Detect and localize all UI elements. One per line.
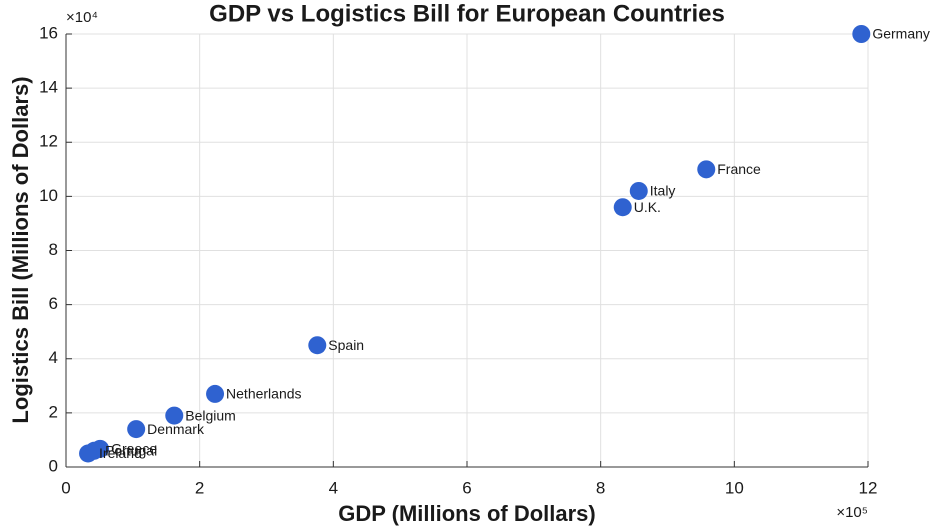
y-tick-label: 16 xyxy=(39,23,58,42)
x-tick-label: 0 xyxy=(61,478,70,497)
y-tick-label: 12 xyxy=(39,132,58,151)
y-tick-label: 10 xyxy=(39,186,58,205)
point xyxy=(79,444,98,463)
x-tick-label: 10 xyxy=(725,478,744,497)
x-tick-label: 2 xyxy=(195,478,204,497)
x-multiplier: ×10⁵ xyxy=(836,504,868,521)
point xyxy=(697,160,716,179)
point xyxy=(629,181,648,200)
point-label: Spain xyxy=(328,337,364,353)
point-label: Denmark xyxy=(147,421,205,437)
y-tick-label: 4 xyxy=(49,348,58,367)
y-tick-label: 8 xyxy=(49,240,58,259)
y-axis-label: Logistics Bill (Millions of Dollars) xyxy=(8,76,33,423)
point xyxy=(165,406,184,425)
y-tick-label: 6 xyxy=(49,294,58,313)
point xyxy=(308,336,327,355)
point xyxy=(127,420,146,439)
point-label: Italy xyxy=(650,183,676,199)
y-multiplier: ×10⁴ xyxy=(66,9,98,26)
point-label: Belgium xyxy=(185,407,236,423)
y-tick-label: 0 xyxy=(49,456,58,475)
point xyxy=(852,25,871,43)
point-label: U.K. xyxy=(634,199,661,215)
x-tick-label: 12 xyxy=(859,478,878,497)
point xyxy=(613,198,632,217)
point-label: Greece xyxy=(111,441,157,457)
point xyxy=(206,384,225,403)
point-label: France xyxy=(717,161,761,177)
chart-title: GDP vs Logistics Bill for European Count… xyxy=(209,0,725,27)
x-axis-label: GDP (Millions of Dollars) xyxy=(338,501,596,526)
x-tick-label: 6 xyxy=(462,478,471,497)
point-label: Portugal xyxy=(105,442,157,458)
x-tick-label: 4 xyxy=(329,478,338,497)
point-label: Germany xyxy=(872,26,930,42)
point-label: Netherlands xyxy=(226,386,302,402)
x-tick-label: 8 xyxy=(596,478,605,497)
y-tick-label: 14 xyxy=(39,78,58,97)
y-tick-label: 2 xyxy=(49,402,58,421)
point-label: Ireland xyxy=(99,445,142,461)
